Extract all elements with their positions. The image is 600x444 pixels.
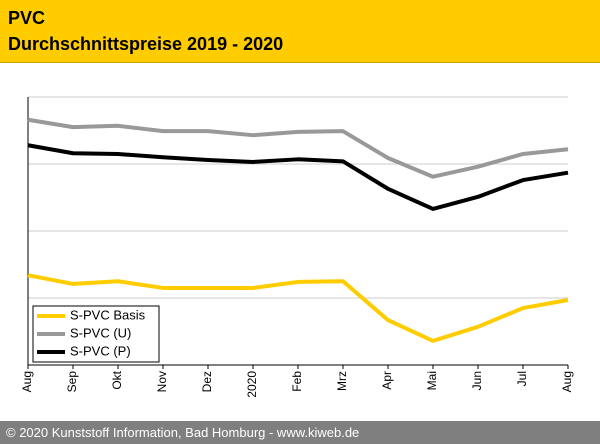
x-tick-label: 2020 (245, 371, 259, 398)
x-tick-label: Mai (425, 371, 439, 390)
x-tick-label: Sep (65, 371, 79, 393)
header: PVC Durchschnittspreise 2019 - 2020 (0, 0, 600, 63)
subtitle: Durchschnittspreise 2019 - 2020 (8, 34, 284, 54)
line-series (27, 117, 569, 179)
x-tick-label: Apr (380, 371, 394, 390)
legend-label: S-PVC (P) (70, 343, 131, 358)
x-tick-label: Aug (20, 371, 34, 392)
x-tick-label: Jun (470, 371, 484, 390)
line-series (27, 143, 569, 211)
x-tick-label: Okt (110, 370, 124, 389)
legend-label: S-PVC (U) (70, 325, 131, 340)
title: PVC (8, 8, 46, 28)
x-tick-label: Feb (290, 371, 304, 392)
footer: © 2020 Kunststoff Information, Bad Hombu… (0, 421, 600, 444)
x-tick-label: Jul (515, 371, 529, 386)
x-tick-label: Dez (200, 371, 214, 392)
x-tick-label: Mrz (335, 371, 349, 391)
x-tick-label: Nov (155, 371, 169, 392)
line-series (27, 273, 569, 343)
x-tick-label: Aug (560, 371, 574, 392)
chart: Aug Sep Okt Nov Dez 2020 Feb Mrz Apr Mai Jun Jul Aug… (20, 96, 574, 398)
legend-label: S-PVC Basis (70, 307, 146, 322)
